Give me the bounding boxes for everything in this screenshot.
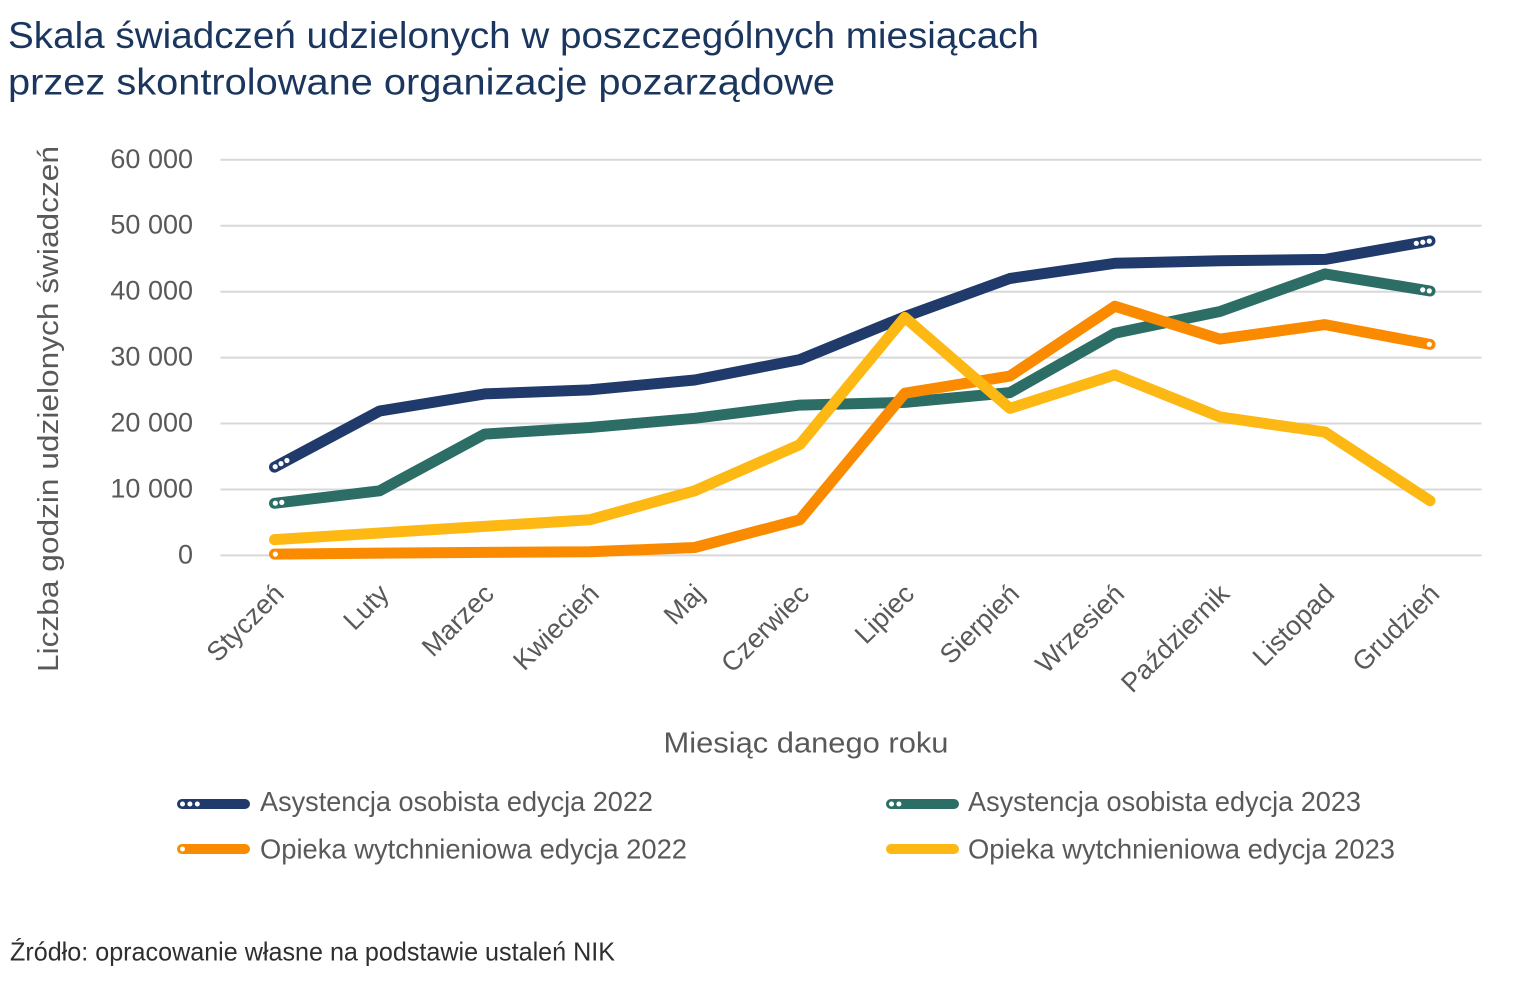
svg-text:Asystencja osobista edycja 202: Asystencja osobista edycja 2022 [260, 786, 653, 817]
svg-text:Źródło: opracowanie własne na: Źródło: opracowanie własne na podstawie … [10, 937, 616, 967]
svg-text:10 000: 10 000 [110, 474, 193, 504]
svg-text:30 000: 30 000 [110, 342, 193, 372]
svg-text:przez skontrolowane organizacj: przez skontrolowane organizacje pozarząd… [8, 62, 835, 103]
svg-text:Skala świadczeń udzielonych w: Skala świadczeń udzielonych w poszczegól… [8, 15, 1039, 56]
svg-text:Asystencja osobista edycja 202: Asystencja osobista edycja 2023 [968, 786, 1361, 817]
svg-text:Opieka wytchnieniowa edycja 20: Opieka wytchnieniowa edycja 2022 [260, 833, 687, 864]
svg-text:0: 0 [178, 539, 193, 569]
svg-text:Opieka wytchnieniowa edycja 20: Opieka wytchnieniowa edycja 2023 [968, 833, 1395, 864]
svg-text:50 000: 50 000 [110, 210, 193, 240]
svg-text:Liczba godzin udzielonych świa: Liczba godzin udzielonych świadczeń [33, 146, 65, 672]
svg-text:40 000: 40 000 [110, 276, 193, 306]
svg-text:20 000: 20 000 [110, 408, 193, 438]
svg-text:60 000: 60 000 [110, 144, 193, 174]
svg-text:Miesiąc danego roku: Miesiąc danego roku [664, 728, 949, 760]
